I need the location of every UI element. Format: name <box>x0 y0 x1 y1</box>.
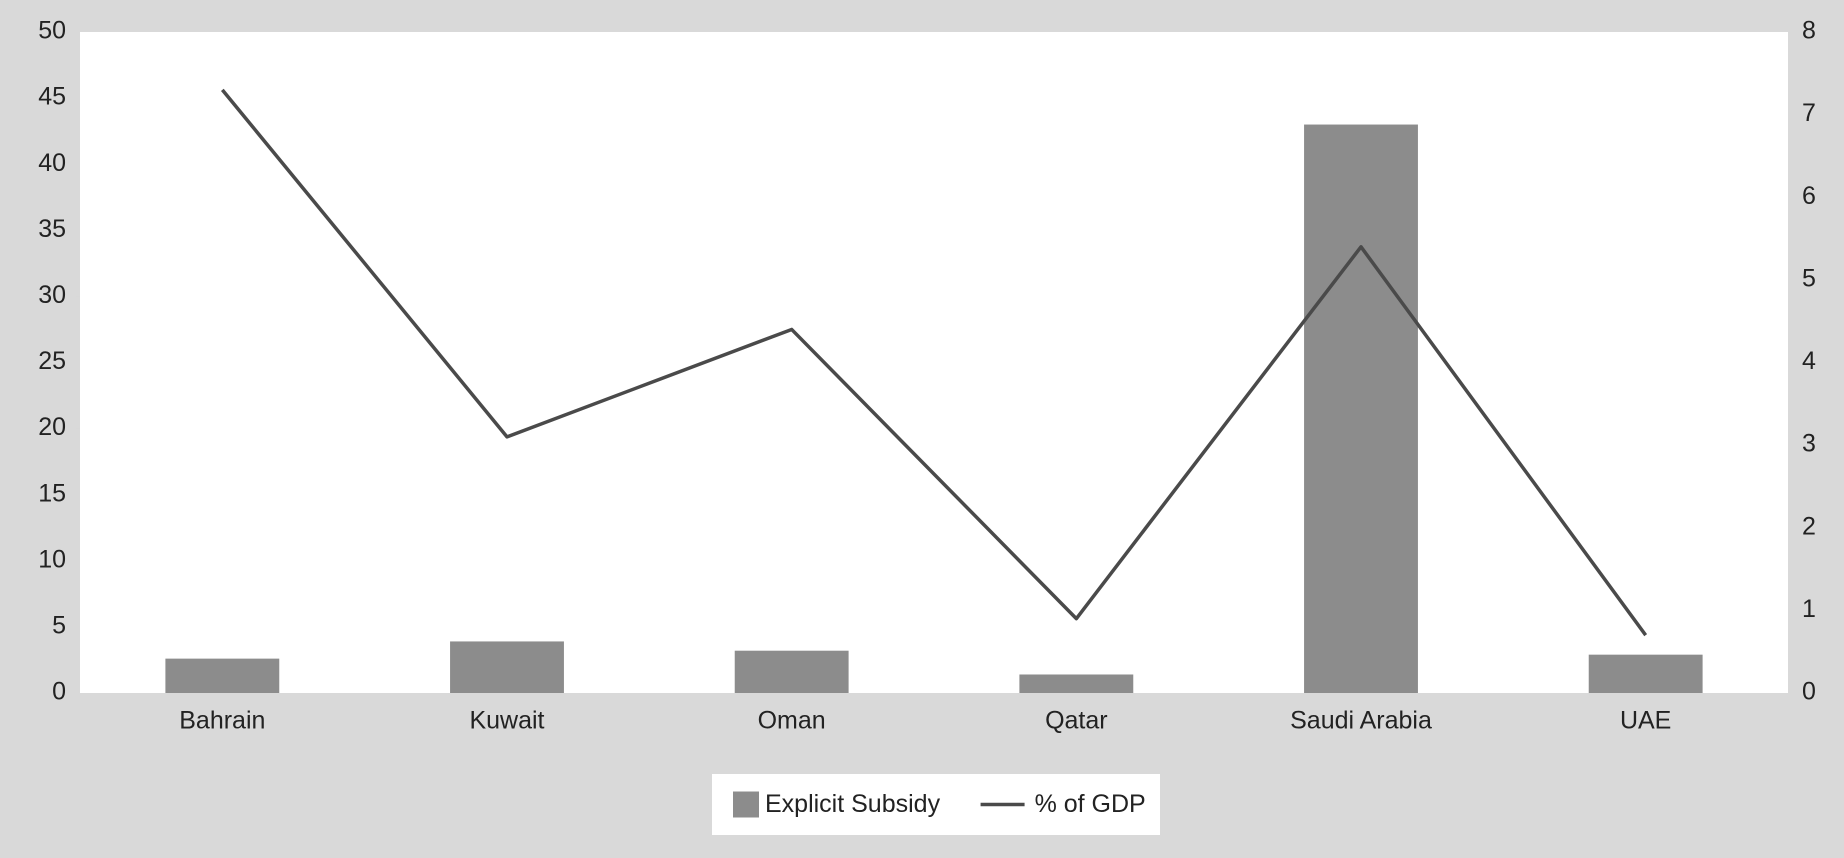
legend-box <box>712 774 1160 835</box>
legend-swatch <box>733 791 759 818</box>
bar <box>734 650 849 693</box>
y-tick-label: 30 <box>38 281 66 309</box>
plot-area <box>80 32 1788 693</box>
y-tick-label: 0 <box>52 678 66 706</box>
y-tick-label: 25 <box>38 347 66 375</box>
bar <box>1588 654 1703 693</box>
y2-tick-label: 6 <box>1802 182 1816 210</box>
y-tick-label: 35 <box>38 215 66 243</box>
y2-tick-label: 1 <box>1802 595 1816 623</box>
y-tick-label: 20 <box>38 413 66 441</box>
y2-tick-label: 8 <box>1802 17 1816 45</box>
x-tick-label: UAE <box>1620 707 1671 735</box>
bar <box>165 658 280 693</box>
line <box>220 88 1648 637</box>
y-tick-label: 45 <box>38 83 66 111</box>
y2-tick-label: 7 <box>1802 99 1816 127</box>
y2-tick-label: 2 <box>1802 512 1816 540</box>
y2-tick-label: 5 <box>1802 264 1816 292</box>
y-tick-label: 15 <box>38 479 66 507</box>
bar <box>1304 124 1418 694</box>
x-tick-label: Saudi Arabia <box>1290 707 1432 735</box>
y-tick-label: 50 <box>38 17 66 45</box>
y2-tick-label: 3 <box>1802 430 1816 458</box>
x-tick-label: Bahrain <box>179 707 265 735</box>
y-tick-label: 5 <box>52 612 66 640</box>
x-tick-label: Kuwait <box>469 707 544 735</box>
y2-tick-label: 0 <box>1802 678 1816 706</box>
y2-tick-label: 4 <box>1802 347 1816 375</box>
bar <box>1019 674 1134 693</box>
y-tick-label: 10 <box>38 545 66 573</box>
bar <box>450 641 564 693</box>
legend-label: % of GDP <box>1035 790 1146 818</box>
y-tick-label: 40 <box>38 149 66 177</box>
x-tick-label: Qatar <box>1045 707 1108 735</box>
x-tick-label: Oman <box>758 707 826 735</box>
legend-label: Explicit Subsidy <box>765 790 941 818</box>
